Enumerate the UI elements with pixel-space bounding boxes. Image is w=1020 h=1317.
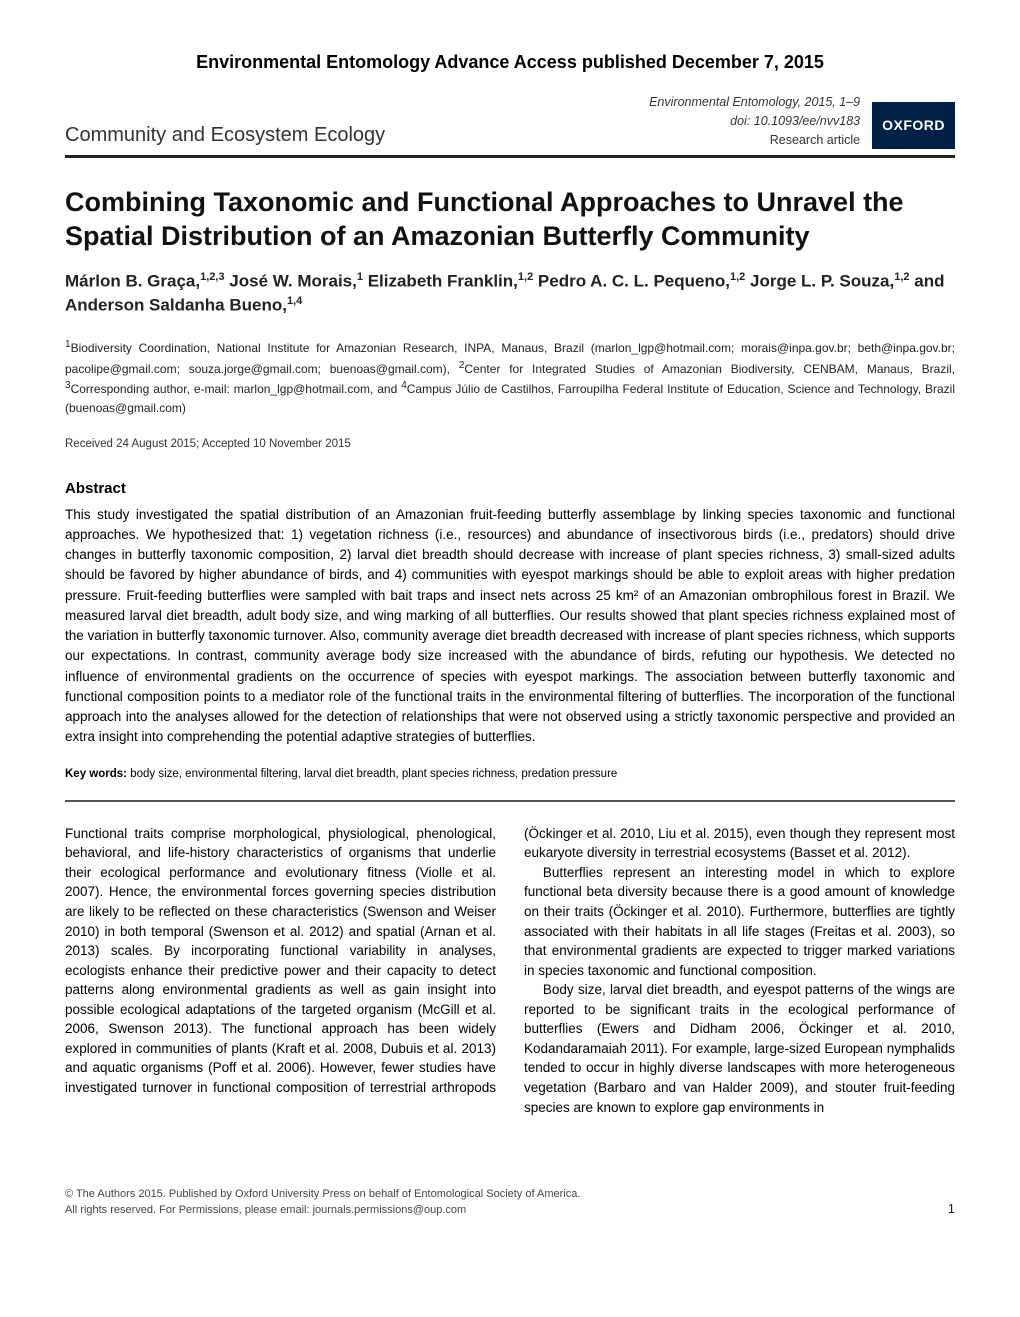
page-footer: © The Authors 2015. Published by Oxford … [65, 1187, 955, 1218]
article-type: Research article [649, 131, 860, 150]
received-dates: Received 24 August 2015; Accepted 10 Nov… [65, 436, 955, 452]
divider [65, 155, 955, 158]
publisher-badge: OXFORD [872, 102, 955, 150]
body-paragraph: Butterflies represent an interesting mod… [524, 863, 955, 980]
body-paragraph: Body size, larval diet breadth, and eyes… [524, 980, 955, 1117]
article-title: Combining Taxonomic and Functional Appro… [65, 186, 955, 254]
journal-citation: Environmental Entomology, 2015, 1–9 [649, 93, 860, 112]
divider [65, 800, 955, 802]
section-name: Community and Ecosystem Ecology [65, 121, 649, 149]
doi: doi: 10.1093/ee/nvv183 [649, 112, 860, 131]
journal-meta: Environmental Entomology, 2015, 1–9 doi:… [649, 93, 860, 149]
copyright-line: All rights reserved. For Permissions, pl… [65, 1203, 580, 1218]
affiliations: 1Biodiversity Coordination, National Ins… [65, 337, 955, 417]
advance-access-banner: Environmental Entomology Advance Access … [65, 50, 955, 75]
abstract-heading: Abstract [65, 478, 955, 499]
author-list: Márlon B. Graça,1,2,3 José W. Morais,1 E… [65, 270, 955, 317]
keywords-label: Key words: [65, 768, 127, 780]
page-number: 1 [948, 1200, 955, 1218]
abstract-text: This study investigated the spatial dist… [65, 505, 955, 748]
keywords-text: body size, environmental filtering, larv… [130, 768, 617, 780]
copyright-line: © The Authors 2015. Published by Oxford … [65, 1187, 580, 1202]
keywords: Key words: body size, environmental filt… [65, 766, 955, 782]
body-text: Functional traits comprise morphological… [65, 824, 955, 1117]
copyright: © The Authors 2015. Published by Oxford … [65, 1187, 580, 1218]
article-header: Community and Ecosystem Ecology Environm… [65, 93, 955, 149]
